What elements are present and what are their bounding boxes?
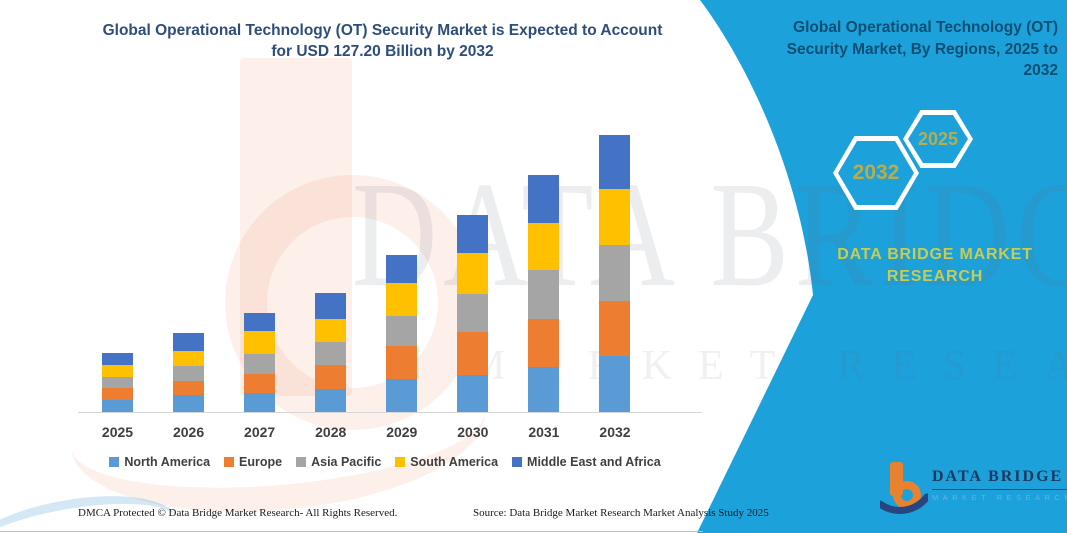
logo-tagline: MARKET RESEARCH — [932, 493, 1067, 502]
bar-segment-2030-north-america — [457, 375, 489, 412]
bar-segment-2032-middle-east-and-africa — [599, 135, 631, 189]
bar-segment-2025-north-america — [102, 399, 133, 412]
right-panel-title-line1: Global Operational Technology (OT) — [793, 19, 1058, 36]
hexagon-badge-2032: 2032 — [833, 136, 919, 210]
bar-segment-2029-asia-pacific — [386, 315, 418, 346]
databridge-logo: DATA BRIDGE MARKET RESEARCH — [880, 458, 1067, 518]
right-panel-title-line3: 2032 — [1023, 62, 1058, 79]
bar-segment-2029-middle-east-and-africa — [386, 254, 418, 283]
bar-segment-2025-europe — [102, 388, 133, 400]
brand-text-line1: DATA BRIDGE MARKET — [837, 246, 1033, 263]
bar-segment-2028-middle-east-and-africa — [315, 293, 347, 319]
databridge-logo-text: DATA BRIDGE MARKET RESEARCH — [932, 468, 1067, 502]
bar-segment-2026-asia-pacific — [173, 366, 205, 382]
bar-segment-2029-south-america — [386, 282, 418, 316]
bar-segment-2026-middle-east-and-africa — [173, 332, 205, 351]
legend-label-asia-pacific: Asia Pacific — [311, 455, 382, 469]
bar-segment-2032-north-america — [599, 355, 631, 412]
bar-segment-2029-north-america — [386, 378, 418, 412]
x-axis-label-2030: 2030 — [457, 424, 489, 440]
bar-segment-2025-asia-pacific — [102, 377, 133, 389]
legend-item-north-america: North America — [109, 455, 210, 469]
hexagon-year-label: 2032 — [852, 161, 900, 184]
x-axis-label-2027: 2027 — [244, 424, 276, 440]
bar-segment-2027-north-america — [244, 393, 276, 412]
bar-segment-2030-middle-east-and-africa — [457, 214, 489, 254]
bar-segment-2030-south-america — [457, 253, 489, 294]
legend-item-europe: Europe — [224, 455, 282, 469]
x-axis-label-2032: 2032 — [599, 424, 631, 440]
page-title: Global Operational Technology (OT) Secur… — [55, 20, 710, 62]
x-axis-label-2026: 2026 — [172, 424, 205, 440]
logo-wordmark: DATA BRIDGE — [932, 468, 1067, 490]
bar-segment-2028-europe — [315, 365, 347, 389]
bar-segment-2025-middle-east-and-africa — [102, 352, 133, 366]
bar-segment-2031-middle-east-and-africa — [528, 175, 560, 224]
databridge-logo-icon — [880, 462, 928, 514]
chart-legend: North America Europe Asia Pacific South Ame… — [60, 455, 710, 469]
bar-segment-2030-asia-pacific — [457, 293, 489, 332]
x-axis-line — [78, 412, 702, 413]
page-title-line1: Global Operational Technology (OT) Secur… — [102, 22, 663, 39]
legend-label-europe: Europe — [239, 455, 283, 469]
page-title-line2: for USD 127.20 Billion by 2032 — [271, 43, 494, 60]
bar-segment-2032-asia-pacific — [599, 244, 631, 301]
legend-marker-asia-pacific — [296, 457, 307, 467]
bar-segment-2031-asia-pacific — [528, 270, 560, 319]
bar-segment-2030-europe — [457, 331, 489, 376]
legend-marker-south-america — [395, 457, 406, 467]
bar-segment-2026-south-america — [173, 351, 205, 367]
bar-segment-2026-north-america — [173, 395, 205, 412]
legend-marker-europe — [224, 457, 235, 467]
legend-item-south-america: South America — [395, 455, 498, 469]
legend-label-north-america: North America — [124, 455, 211, 469]
right-panel-title: Global Operational Technology (OT) Secur… — [738, 17, 1058, 82]
legend-marker-middle-east-and-africa — [512, 457, 523, 467]
legend-label-middle-east-and-africa: Middle East and Africa — [527, 455, 661, 469]
x-axis-label-2031: 2031 — [528, 424, 560, 440]
x-axis-label-2025: 2025 — [101, 424, 134, 440]
bar-segment-2025-south-america — [102, 365, 133, 378]
x-axis-label-2029: 2029 — [386, 424, 418, 440]
bottom-divider-line — [0, 531, 703, 532]
bar-segment-2027-middle-east-and-africa — [244, 312, 276, 331]
legend-marker-north-america — [109, 457, 120, 467]
brand-text-line2: RESEARCH — [886, 268, 984, 285]
x-axis-label-2028: 2028 — [315, 424, 347, 440]
hexagon-fill — [838, 141, 914, 205]
hexagon-fill — [908, 115, 968, 163]
hexagon-badge-2025: 2025 — [903, 110, 973, 168]
bar-segment-2031-south-america — [528, 223, 560, 271]
bar-segment-2029-europe — [386, 345, 418, 379]
bar-segment-2026-europe — [173, 381, 205, 396]
hexagon-year-label: 2025 — [917, 128, 959, 149]
bar-segment-2028-south-america — [315, 318, 347, 343]
legend-label-south-america: South America — [410, 455, 499, 469]
bar-segment-2027-south-america — [244, 330, 276, 355]
bar-segment-2032-europe — [599, 300, 631, 356]
dmca-copyright-text: DMCA Protected © Data Bridge Market Rese… — [78, 507, 398, 519]
bar-segment-2032-south-america — [599, 188, 631, 245]
bar-segment-2031-europe — [528, 318, 560, 367]
bar-segment-2027-asia-pacific — [244, 354, 276, 375]
source-attribution-text: Source: Data Bridge Market Research Mark… — [473, 507, 769, 519]
right-panel-title-line2: Security Market, By Regions, 2025 to — [786, 40, 1058, 58]
legend-item-asia-pacific: Asia Pacific — [296, 455, 381, 469]
bar-segment-2027-europe — [244, 374, 276, 394]
bar-segment-2028-north-america — [315, 388, 347, 412]
bar-segment-2031-north-america — [528, 366, 560, 412]
right-panel-brand-text: DATA BRIDGE MARKET RESEARCH — [795, 244, 1067, 288]
legend-item-middle-east-and-africa: Middle East and Africa — [512, 455, 661, 469]
bar-segment-2028-asia-pacific — [315, 342, 347, 366]
